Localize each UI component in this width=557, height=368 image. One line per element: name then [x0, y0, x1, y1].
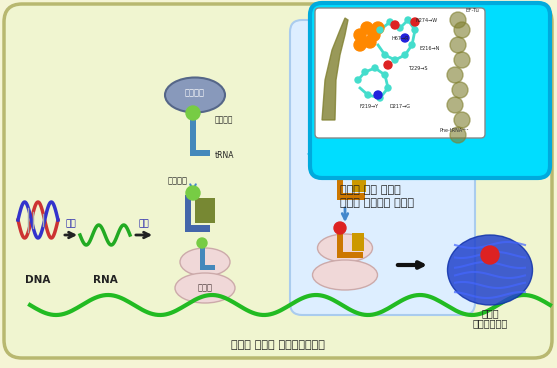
Bar: [340, 96, 346, 121]
Bar: [350, 99, 362, 119]
Circle shape: [362, 69, 368, 75]
Circle shape: [452, 82, 468, 98]
Text: 아미노산: 아미노산: [215, 116, 233, 124]
Ellipse shape: [447, 235, 532, 305]
Circle shape: [454, 22, 470, 38]
FancyBboxPatch shape: [315, 8, 485, 138]
Text: 번역: 번역: [139, 219, 149, 228]
Bar: [352, 233, 364, 251]
Text: D217→G: D217→G: [390, 104, 411, 109]
Text: 확장인자: 확장인자: [168, 176, 188, 185]
Circle shape: [197, 238, 207, 248]
Bar: [337, 230, 343, 252]
Circle shape: [392, 57, 398, 63]
Circle shape: [405, 17, 411, 23]
Circle shape: [450, 37, 466, 53]
Text: RNA: RNA: [92, 275, 118, 285]
Text: 중합효소: 중합효소: [185, 88, 205, 98]
Circle shape: [377, 27, 383, 33]
Circle shape: [372, 22, 384, 34]
Circle shape: [450, 12, 466, 28]
Bar: [190, 150, 210, 156]
Ellipse shape: [317, 234, 373, 262]
Text: 자연계 모방 진화로: 자연계 모방 진화로: [340, 185, 400, 195]
Bar: [340, 121, 360, 127]
Text: EF-Tu: EF-Tu: [465, 8, 479, 13]
Text: 리보스: 리보스: [198, 283, 213, 293]
Bar: [337, 193, 365, 200]
Text: N274→W: N274→W: [415, 18, 437, 23]
Text: DNA: DNA: [25, 275, 51, 285]
Circle shape: [377, 95, 383, 101]
Ellipse shape: [312, 260, 378, 290]
Circle shape: [361, 22, 373, 34]
Circle shape: [368, 29, 380, 41]
Circle shape: [411, 18, 419, 26]
Ellipse shape: [165, 78, 225, 113]
Circle shape: [336, 86, 350, 100]
Circle shape: [450, 127, 466, 143]
Bar: [185, 225, 210, 232]
Circle shape: [454, 52, 470, 68]
Circle shape: [481, 246, 499, 264]
Circle shape: [365, 92, 371, 98]
Circle shape: [354, 29, 366, 41]
Polygon shape: [310, 155, 360, 178]
Circle shape: [186, 106, 200, 120]
Ellipse shape: [180, 248, 230, 276]
Text: 전사: 전사: [66, 219, 76, 228]
Ellipse shape: [175, 273, 235, 303]
Circle shape: [186, 186, 200, 200]
Bar: [352, 162, 366, 192]
Bar: [190, 115, 196, 150]
Circle shape: [387, 19, 393, 25]
Bar: [185, 195, 191, 225]
Bar: [337, 252, 363, 258]
Text: 인산화단백질: 인산화단백질: [472, 318, 507, 328]
Circle shape: [397, 25, 403, 31]
Text: E216→N: E216→N: [420, 46, 441, 51]
Polygon shape: [322, 18, 348, 120]
Circle shape: [447, 97, 463, 113]
Bar: [200, 245, 205, 265]
Circle shape: [409, 42, 415, 48]
Text: T229→S: T229→S: [408, 66, 428, 71]
Text: Phe-tRNAᴰʰᵉ: Phe-tRNAᴰʰᵉ: [440, 128, 470, 133]
Circle shape: [382, 72, 388, 78]
FancyBboxPatch shape: [310, 3, 550, 178]
Circle shape: [372, 65, 378, 71]
Circle shape: [354, 39, 366, 51]
Circle shape: [391, 21, 399, 29]
Circle shape: [382, 52, 388, 58]
Circle shape: [402, 52, 408, 58]
Circle shape: [447, 67, 463, 83]
Text: 개발된 확장인자 모식도: 개발된 확장인자 모식도: [340, 198, 414, 208]
Text: 새롭게 설계된 단백질합성기구: 새롭게 설계된 단백질합성기구: [231, 340, 325, 350]
FancyBboxPatch shape: [290, 20, 475, 315]
Text: tRNA: tRNA: [215, 151, 234, 159]
Bar: [195, 198, 215, 223]
Circle shape: [454, 112, 470, 128]
Circle shape: [374, 91, 382, 99]
Text: 맞칬형: 맞칬형: [481, 308, 499, 318]
Ellipse shape: [320, 60, 370, 100]
Circle shape: [385, 85, 391, 91]
Bar: [200, 265, 215, 270]
Circle shape: [364, 36, 376, 48]
Circle shape: [401, 34, 409, 42]
Circle shape: [384, 61, 392, 69]
Circle shape: [412, 27, 418, 33]
Circle shape: [355, 77, 361, 83]
Bar: [337, 158, 343, 193]
FancyBboxPatch shape: [4, 4, 552, 358]
Text: F219→Y: F219→Y: [360, 104, 379, 109]
Text: H67→R: H67→R: [392, 36, 409, 41]
Circle shape: [333, 149, 347, 163]
Circle shape: [334, 222, 346, 234]
